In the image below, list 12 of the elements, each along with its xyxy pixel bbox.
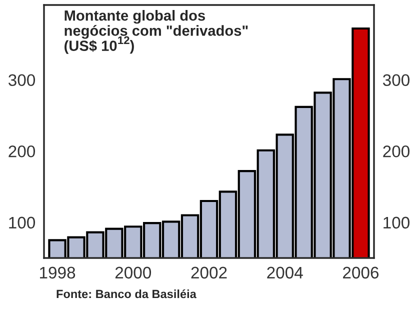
y-tick-label: 100 [9,216,36,229]
y2-tick-label: 300 [382,74,410,86]
x-tick-label: 2000 [115,266,152,279]
x-tick-label: 1998 [40,266,76,279]
x-tick-label: 2002 [191,266,227,279]
x-tick-label: 2004 [267,266,303,279]
y-tick-label: 200 [8,146,36,158]
y2-tick-label: 100 [384,216,410,229]
y2-tick-label: 200 [383,146,410,158]
source-note: Fonte: Banco da Basiléia [56,289,196,298]
y-tick-label: 300 [8,74,36,86]
x-tick-label: 2006 [343,266,379,279]
